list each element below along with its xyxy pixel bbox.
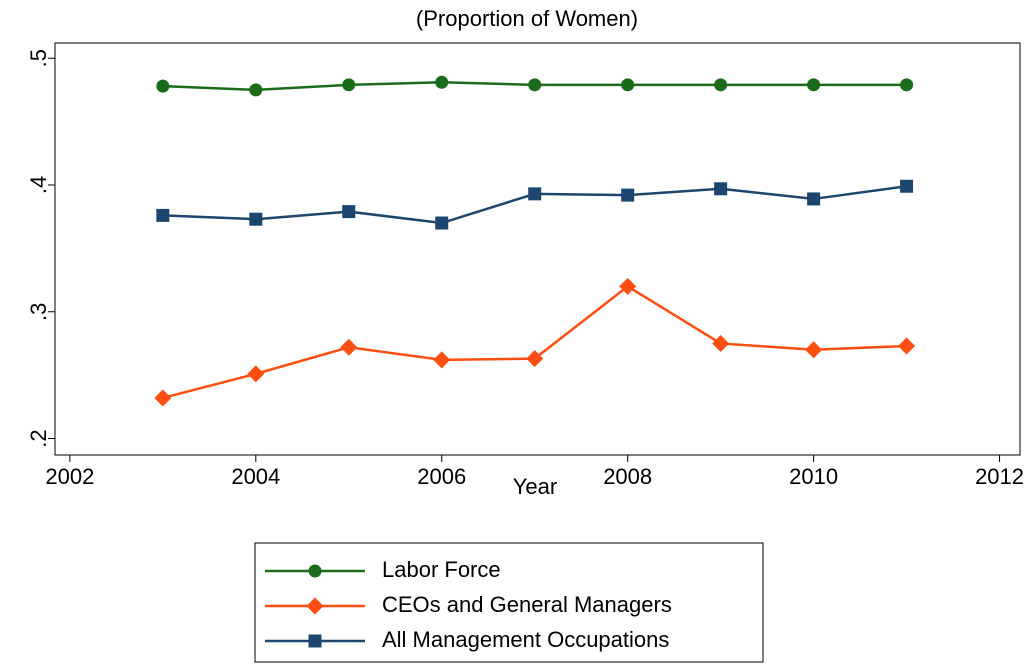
data-point (342, 78, 356, 92)
x-axis-label: Year (513, 474, 557, 499)
legend-marker (306, 597, 324, 615)
data-point (156, 79, 170, 93)
data-point (898, 337, 916, 355)
x-tick-label: 2010 (789, 464, 838, 489)
data-point (712, 334, 730, 352)
data-point (805, 341, 823, 359)
plot-frame (54, 42, 1021, 456)
data-point (900, 78, 914, 92)
data-point (900, 179, 914, 193)
legend-label: Labor Force (382, 557, 501, 582)
y-tick-label: .2 (26, 429, 51, 447)
data-point (714, 78, 728, 92)
data-point (714, 182, 728, 196)
data-point (340, 338, 358, 356)
data-point (156, 208, 170, 222)
y-tick-label: .3 (26, 303, 51, 321)
data-point (528, 187, 542, 201)
legend-label: CEOs and General Managers (382, 592, 672, 617)
data-point (435, 216, 449, 230)
data-point (807, 78, 821, 92)
x-tick-label: 2002 (45, 464, 94, 489)
x-tick-label: 2006 (417, 464, 466, 489)
data-point (433, 351, 451, 369)
data-point (435, 75, 449, 89)
data-point (154, 389, 172, 407)
chart-title: (Proportion of Women) (416, 6, 638, 31)
y-tick-label: .4 (26, 176, 51, 194)
legend-marker (308, 564, 322, 578)
data-point (528, 78, 542, 92)
data-point (621, 78, 635, 92)
data-point (249, 212, 263, 226)
data-point (621, 188, 635, 202)
data-point (342, 205, 356, 219)
legend-label: All Management Occupations (382, 627, 669, 652)
data-point (249, 83, 263, 97)
data-point (526, 350, 544, 368)
legend-marker (308, 634, 322, 648)
x-tick-label: 2008 (603, 464, 652, 489)
y-tick-label: .5 (26, 49, 51, 67)
data-point (247, 365, 265, 383)
x-tick-label: 2012 (975, 464, 1024, 489)
data-point (619, 277, 637, 295)
data-point (807, 192, 821, 206)
x-tick-label: 2004 (231, 464, 280, 489)
